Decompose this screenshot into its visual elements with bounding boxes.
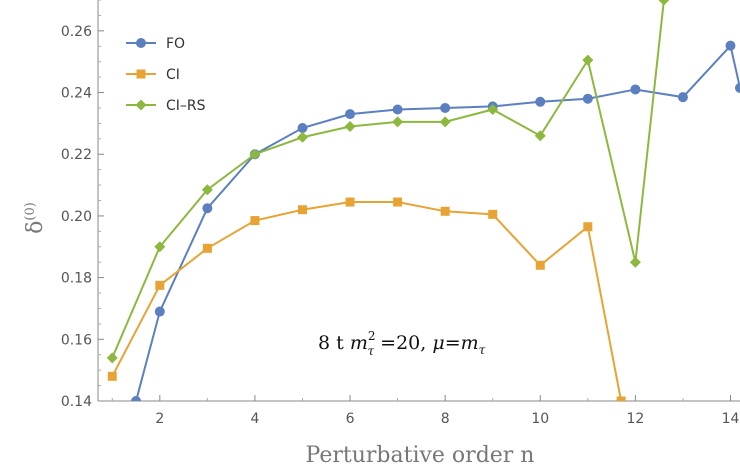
data-point (440, 206, 450, 216)
data-point (629, 256, 641, 268)
data-point (582, 54, 594, 66)
data-point (582, 93, 593, 104)
data-point (488, 209, 498, 219)
data-point (344, 120, 356, 132)
x-tick-label: 2 (155, 411, 164, 427)
data-point (725, 40, 736, 51)
x-tick-label: 10 (531, 411, 549, 427)
data-point (392, 116, 404, 128)
data-point (616, 396, 626, 401)
data-point (535, 96, 546, 107)
data-point (583, 222, 593, 232)
x-tick-label: 6 (346, 411, 355, 427)
legend-swatch-marker (135, 99, 147, 111)
data-point (297, 205, 307, 215)
data-point (487, 104, 499, 116)
legend-item: FO (126, 36, 185, 52)
y-axis-title-sup: (0) (23, 202, 38, 220)
annotation: 8 t m2 τ =20, μ=mτ (318, 329, 486, 358)
y-tick-label: 0.16 (61, 332, 92, 348)
x-tick-label: 12 (626, 411, 644, 427)
series-layer (106, 0, 740, 401)
data-point (107, 371, 117, 381)
data-point (154, 241, 166, 253)
data-point (392, 104, 403, 115)
data-point (201, 184, 213, 196)
y-tick-label: 0.26 (61, 24, 92, 40)
data-point (249, 148, 261, 160)
y-axis-title: δ(0) (23, 202, 48, 234)
x-tick-label: 14 (722, 411, 740, 427)
legend-label: CI (166, 67, 180, 83)
legend-label: FO (166, 36, 185, 52)
y-tick-label: 0.14 (61, 394, 92, 410)
legend-label: CI–RS (166, 98, 206, 114)
y-tick-label: 0.20 (61, 209, 92, 225)
y-tick-label: 0.18 (61, 271, 92, 287)
data-point (439, 116, 451, 128)
series-2 (107, 197, 626, 401)
y-axis-ticks: 0.14 0.16 0.18 0.20 0.22 0.24 0.26 (61, 0, 104, 410)
data-point (345, 197, 355, 207)
data-point (345, 109, 356, 120)
data-point (393, 197, 403, 207)
data-point (534, 130, 546, 142)
x-axis-ticks: 2 4 6 8 10 12 14 (111, 395, 740, 427)
data-point (106, 352, 118, 364)
series-3 (106, 0, 670, 364)
data-point (630, 84, 641, 95)
legend-item: CI (126, 67, 180, 83)
x-tick-label: 4 (250, 411, 259, 427)
x-tick-label: 8 (441, 411, 450, 427)
data-point (202, 203, 213, 214)
data-point (154, 306, 165, 317)
series-line (111, 0, 665, 359)
data-point (250, 216, 260, 226)
x-axis-title: Perturbative order n (306, 443, 535, 468)
legend-item: CI–RS (126, 98, 206, 114)
data-point (131, 396, 142, 401)
data-point (658, 0, 670, 6)
series-line (111, 201, 623, 401)
data-point (440, 102, 451, 113)
data-point (735, 82, 740, 93)
legend-swatch-marker (136, 38, 146, 48)
y-tick-label: 0.22 (61, 147, 92, 163)
legend-swatch-marker (136, 69, 146, 79)
y-tick-label: 0.24 (61, 86, 92, 102)
data-point (677, 92, 688, 103)
data-point (155, 280, 165, 290)
data-point (202, 243, 212, 253)
data-point (297, 123, 308, 134)
data-point (296, 131, 308, 143)
legend: FO CI CI–RS (126, 36, 206, 114)
data-point (535, 260, 545, 270)
